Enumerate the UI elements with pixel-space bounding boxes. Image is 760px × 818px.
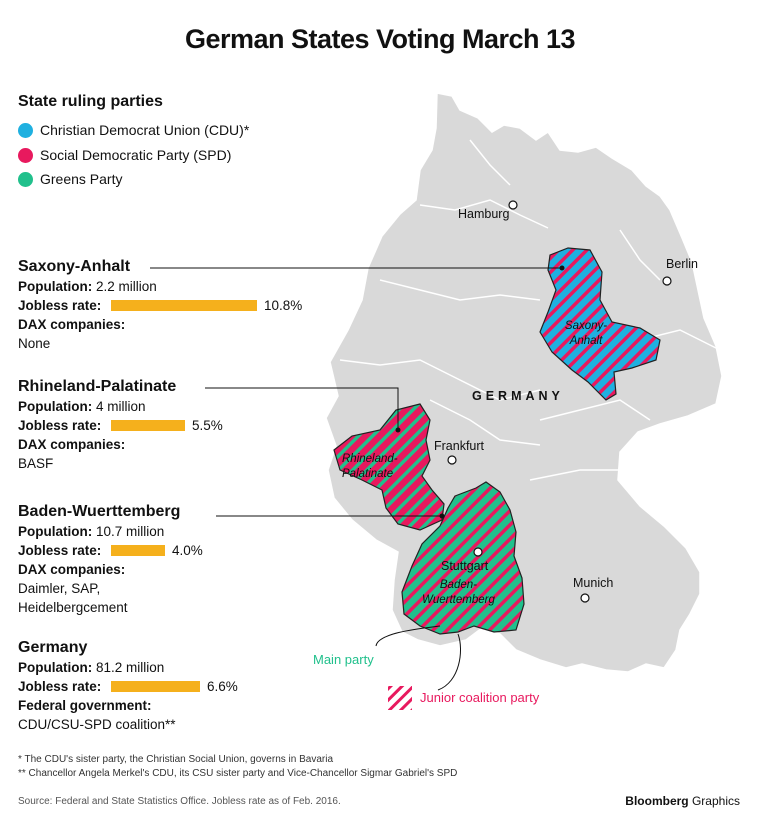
greens-color-dot bbox=[18, 171, 33, 187]
population-value: 10.7 million bbox=[96, 524, 165, 539]
rhineland-palatinate-region bbox=[333, 403, 445, 531]
population-label: Population: bbox=[18, 279, 93, 294]
junior-party-label: Junior coalition party bbox=[420, 690, 540, 705]
state-name: Germany bbox=[18, 639, 88, 656]
dax-label: DAX companies: bbox=[18, 437, 126, 452]
leader-dots bbox=[395, 265, 565, 519]
page-title: German States Voting March 13 bbox=[184, 24, 576, 54]
state-info-saxony-anhalt: Saxony-Anhalt Population: 2.2 million Jo… bbox=[18, 257, 302, 353]
state-label-baden-wuerttemberg: Baden- Wuerttemberg bbox=[422, 579, 495, 606]
state-label-saxony-anhalt: Saxony- Anhalt bbox=[564, 320, 608, 347]
jobless-value: 4.0% bbox=[172, 543, 203, 558]
federal-government-label: Federal government: bbox=[18, 698, 152, 713]
junior-coalition-swatch bbox=[388, 686, 412, 710]
stuttgart-marker bbox=[473, 547, 483, 557]
legend-title: State ruling parties bbox=[18, 93, 163, 110]
population-label: Population: bbox=[18, 660, 93, 675]
dax-companies: BASF bbox=[18, 456, 54, 471]
brand-suffix: Graphics bbox=[691, 794, 740, 808]
footnote-1: * The CDU's sister party, the Christian … bbox=[18, 754, 334, 765]
country-label: GERMANY bbox=[472, 389, 564, 403]
jobless-bar bbox=[111, 420, 185, 431]
source-note: Source: Federal and State Statistics Off… bbox=[18, 796, 341, 807]
city-markers bbox=[447, 200, 672, 603]
dax-companies: None bbox=[18, 336, 51, 351]
spd-color-dot bbox=[18, 147, 33, 163]
dax-label: DAX companies: bbox=[18, 562, 126, 577]
munich-marker bbox=[580, 593, 590, 603]
jobless-label: Jobless rate: bbox=[18, 543, 102, 558]
jobless-bar bbox=[111, 300, 257, 311]
population-label: Population: bbox=[18, 524, 93, 539]
state-name: Rhineland-Palatinate bbox=[18, 378, 177, 395]
dax-companies: Daimler, SAP, bbox=[18, 581, 101, 596]
jobless-value: 5.5% bbox=[192, 418, 223, 433]
legend-label: Christian Democrat Union (CDU)* bbox=[40, 122, 250, 138]
jobless-bar bbox=[111, 681, 200, 692]
legend-item-spd: Social Democratic Party (SPD) bbox=[18, 147, 231, 163]
leader-lines bbox=[150, 267, 562, 691]
footnote-2: ** Chancellor Angela Merkel's CDU, its C… bbox=[18, 768, 458, 779]
state-info-rhineland-palatinate: Rhineland-Palatinate Population: 4 milli… bbox=[18, 377, 223, 473]
dax-companies: Heidelbergcement bbox=[18, 600, 128, 615]
hamburg-marker bbox=[508, 200, 518, 210]
population-value: 4 million bbox=[96, 399, 146, 414]
state-label-rhineland-palatinate: Rhineland- Palatinate bbox=[342, 453, 398, 480]
city-label-frankfurt: Frankfurt bbox=[434, 439, 485, 453]
population-label: Population: bbox=[18, 399, 93, 414]
jobless-label: Jobless rate: bbox=[18, 679, 102, 694]
city-label-munich: Munich bbox=[573, 576, 614, 590]
legend-item-greens: Greens Party bbox=[18, 171, 122, 187]
dax-label: DAX companies: bbox=[18, 317, 126, 332]
city-label-stuttgart: Stuttgart bbox=[441, 559, 489, 573]
brand-logo: Bloomberg Graphics bbox=[625, 794, 740, 808]
state-name: Baden-Wuerttemberg bbox=[18, 503, 181, 520]
legend-label: Social Democratic Party (SPD) bbox=[40, 147, 232, 163]
jobless-label: Jobless rate: bbox=[18, 298, 102, 313]
jobless-bar bbox=[111, 545, 165, 556]
berlin-marker bbox=[662, 276, 672, 286]
federal-government-value: CDU/CSU-SPD coalition** bbox=[18, 717, 176, 732]
population-value: 2.2 million bbox=[96, 279, 157, 294]
internal-state-borders bbox=[339, 139, 721, 481]
city-label-berlin: Berlin bbox=[666, 257, 698, 271]
legend-label: Greens Party bbox=[40, 171, 123, 187]
state-info-baden-wuerttemberg: Baden-Wuerttemberg Population: 10.7 mill… bbox=[18, 502, 203, 617]
jobless-label: Jobless rate: bbox=[18, 418, 102, 433]
legend-item-cdu: Christian Democrat Union (CDU)* bbox=[18, 122, 249, 138]
cdu-color-dot bbox=[18, 122, 33, 138]
saxony-anhalt-region bbox=[539, 247, 661, 401]
state-name: Saxony-Anhalt bbox=[18, 258, 131, 275]
jobless-value: 10.8% bbox=[264, 298, 303, 313]
city-label-hamburg: Hamburg bbox=[458, 207, 510, 221]
frankfurt-marker bbox=[447, 455, 457, 465]
baden-wuerttemberg-region bbox=[401, 481, 525, 635]
population-value: 81.2 million bbox=[96, 660, 165, 675]
jobless-value: 6.6% bbox=[207, 679, 238, 694]
brand-name: Bloomberg bbox=[625, 794, 689, 808]
germany-outline bbox=[325, 92, 723, 673]
main-party-label: Main party bbox=[313, 652, 374, 667]
state-info-germany: Germany Population: 81.2 million Jobless… bbox=[18, 638, 238, 734]
